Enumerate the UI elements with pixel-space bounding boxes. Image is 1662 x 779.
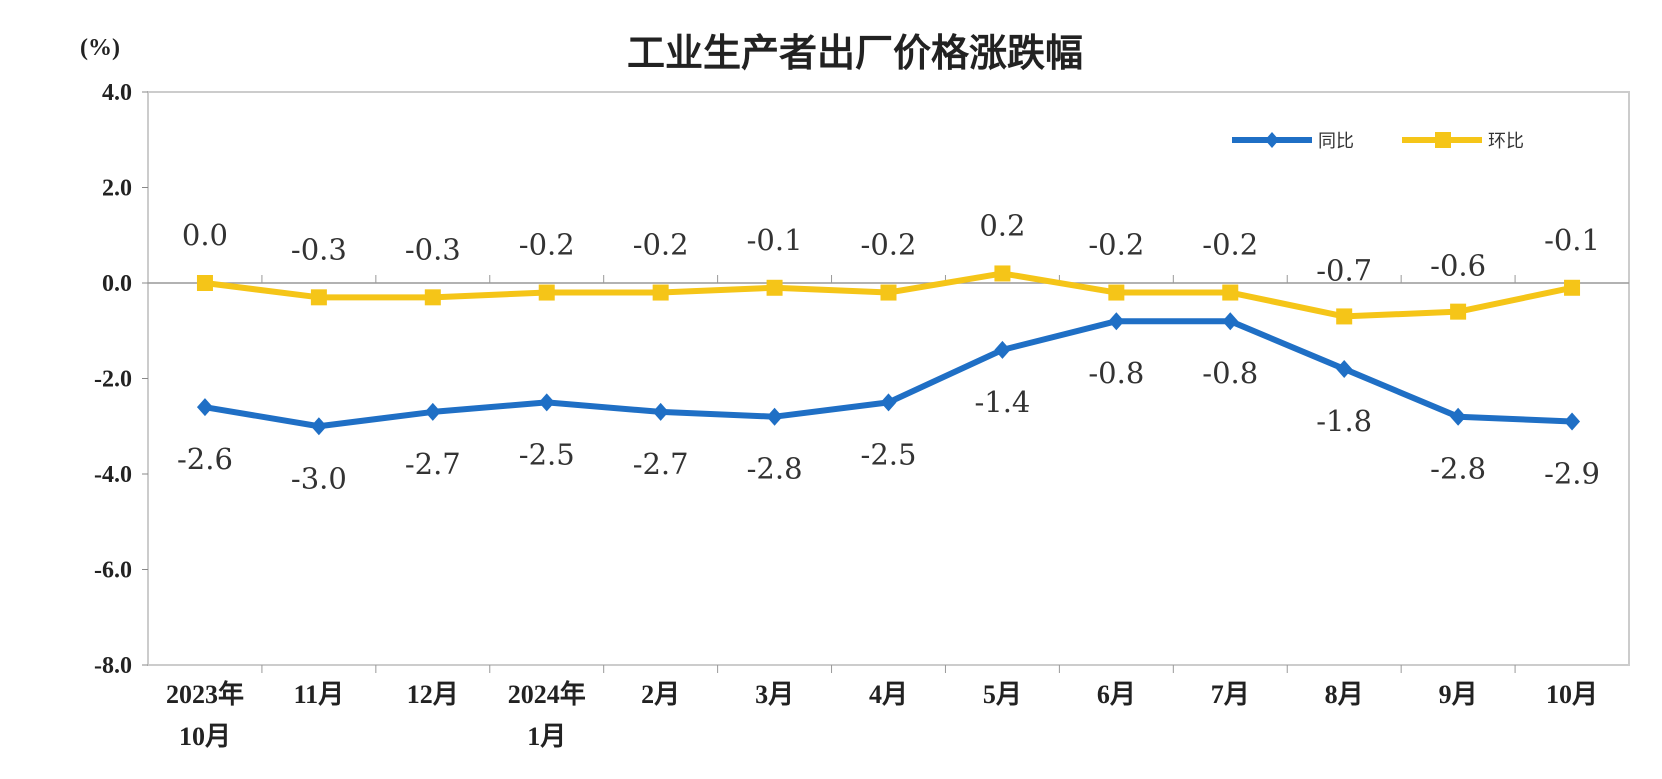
data-label: -2.8 (1430, 452, 1486, 486)
data-point (1222, 284, 1239, 301)
series-mom: 0.0 -0.3 -0.3 -0.2 -0.2 -0.1 -0.2 0.2 -0.2 -0.2 -0… (182, 208, 1600, 325)
data-label: -2.5 (861, 437, 917, 471)
data-label: -2.8 (747, 452, 803, 486)
x-tick-label: 11月 (294, 680, 345, 709)
data-point (310, 289, 327, 306)
data-label: 0.2 (979, 208, 1025, 242)
data-label: -1.4 (974, 385, 1030, 419)
data-label: -0.6 (1430, 249, 1486, 283)
data-point (196, 398, 213, 417)
x-tick-label: 2月 (641, 680, 680, 709)
data-point (994, 265, 1011, 282)
data-label: -3.0 (291, 461, 347, 495)
legend: 同比 环比 (1232, 131, 1524, 152)
data-point (1336, 359, 1353, 378)
data-point (538, 284, 555, 301)
x-tick-label: 7月 (1211, 680, 1250, 709)
legend-marker (1265, 132, 1279, 148)
y-axis-unit: (%) (80, 35, 120, 61)
x-tick-label: 6月 (1097, 680, 1136, 709)
x-tick-label: 1月 (527, 722, 566, 751)
data-label: -2.7 (405, 447, 461, 481)
y-tick-label: 4.0 (102, 80, 132, 106)
y-tick-label: 0.0 (102, 271, 132, 297)
data-point (766, 279, 783, 296)
data-point (1450, 303, 1467, 320)
data-point (1222, 312, 1239, 331)
data-label: 0.0 (182, 218, 228, 252)
data-label: -0.2 (1088, 228, 1144, 262)
x-tick-label: 2023年 (166, 679, 244, 709)
data-label: -0.2 (861, 228, 917, 262)
data-point (1564, 412, 1581, 431)
series-yoy: -2.6 -3.0 -2.7 -2.5 -2.7 -2.8 -2.5 -1.4 -0.8 -0.8… (177, 312, 1600, 495)
y-tick-label: -8.0 (94, 653, 132, 679)
data-point (1108, 312, 1125, 331)
data-label: -0.2 (519, 228, 575, 262)
chart-title: 工业生产者出厂价格涨跌幅 (627, 31, 1083, 75)
data-point (1108, 284, 1125, 301)
x-tick-label: 12月 (407, 680, 459, 709)
data-label: -0.1 (747, 223, 803, 257)
data-label: -2.7 (633, 447, 689, 481)
data-label: -0.2 (1202, 228, 1258, 262)
y-tick-label: -2.0 (94, 367, 132, 393)
y-tick-label: -6.0 (94, 558, 132, 584)
x-tick-label: 3月 (755, 680, 794, 709)
data-point (994, 340, 1011, 359)
data-point (880, 393, 897, 412)
x-tick-label: 2024年 (508, 679, 586, 709)
x-tick-label: 9月 (1439, 680, 1478, 709)
plot-area (147, 91, 1630, 666)
data-point (310, 417, 327, 436)
data-label: -2.6 (177, 442, 233, 476)
data-point (1450, 407, 1467, 426)
data-point (880, 284, 897, 301)
data-label: -0.7 (1316, 253, 1372, 287)
y-tick-label: -4.0 (94, 462, 132, 488)
x-tick-label: 8月 (1325, 680, 1364, 709)
data-label: -0.8 (1202, 356, 1258, 390)
data-point (1564, 279, 1581, 296)
data-point (196, 275, 213, 291)
legend-label: 环比 (1488, 131, 1524, 152)
x-tick-label: 10月 (1546, 680, 1598, 709)
data-label: -0.8 (1088, 356, 1144, 390)
data-point (652, 402, 669, 421)
data-point (424, 289, 441, 306)
data-point (1336, 308, 1353, 325)
data-label: -0.1 (1544, 223, 1600, 257)
data-label: -0.3 (405, 232, 461, 266)
x-tick-label: 10月 (179, 722, 231, 751)
data-point (424, 402, 441, 421)
data-label: -1.8 (1316, 404, 1372, 438)
x-tick-label: 5月 (983, 680, 1022, 709)
data-label: -0.3 (291, 232, 347, 266)
data-point (538, 393, 555, 412)
data-point (652, 284, 669, 301)
y-tick-label: 2.0 (102, 176, 132, 202)
data-label: -2.9 (1544, 456, 1600, 490)
legend-label: 同比 (1318, 131, 1354, 152)
x-tick-label: 4月 (869, 680, 908, 709)
data-label: -0.2 (633, 228, 689, 262)
data-point (766, 407, 783, 426)
data-label: -2.5 (519, 437, 575, 471)
legend-marker (1435, 132, 1451, 148)
